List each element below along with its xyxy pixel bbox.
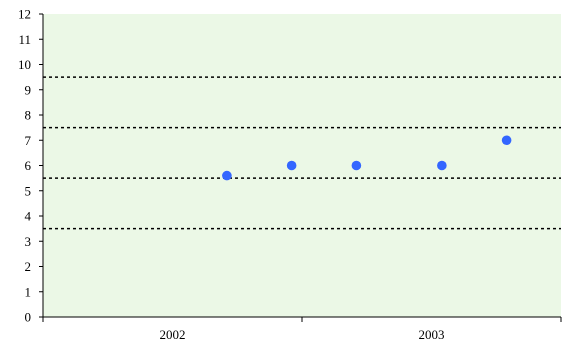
y-tick-label: 2 [25, 259, 32, 274]
data-point [286, 160, 297, 171]
data-points [222, 135, 512, 181]
y-tick-label: 11 [18, 32, 31, 47]
x-tick-label: 2002 [160, 327, 186, 342]
y-tick-label: 5 [25, 183, 32, 198]
reference-lines [43, 76, 561, 230]
data-point [437, 160, 447, 171]
data-point [351, 160, 362, 171]
plot-area [43, 14, 561, 317]
y-tick-label: 12 [18, 7, 31, 22]
y-tick-label: 9 [25, 82, 32, 97]
data-point [222, 170, 232, 181]
data-point [501, 135, 512, 146]
y-tick-label: 4 [25, 209, 32, 224]
y-tick-label: 10 [18, 57, 31, 72]
y-tick-label: 3 [25, 234, 32, 249]
y-tick-label: 6 [25, 158, 32, 173]
y-tick-label: 7 [25, 133, 32, 148]
y-tick-label: 1 [25, 284, 32, 299]
x-axis: 2002 2003 [42, 316, 562, 342]
y-tick-label: 0 [25, 310, 32, 325]
y-tick-label: 8 [25, 108, 32, 123]
x-tick-label: 2003 [419, 327, 445, 342]
